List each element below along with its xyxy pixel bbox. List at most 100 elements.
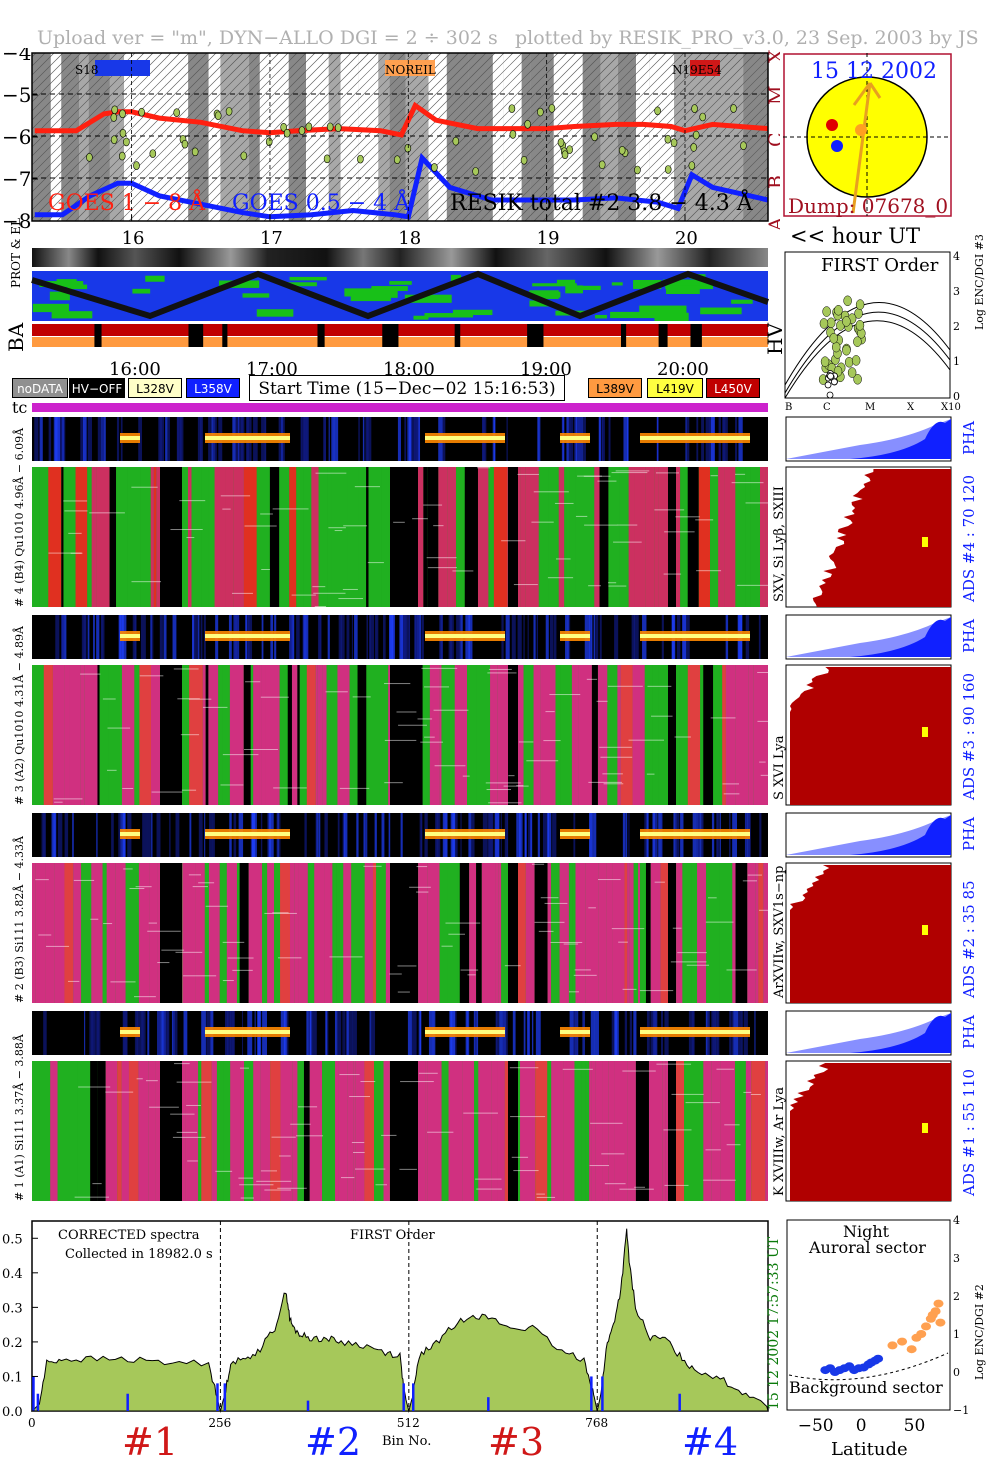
goes-short-series [34, 152, 769, 220]
ba-strip-top [32, 324, 768, 336]
goes-panel: −4 −5 −6 −7 −8 GOES 1 − 8 Å GOES 0.5 − 4 Å R… [0, 48, 780, 248]
channel-1-pha-label: # 4 (B4) Qu1010 4.96Å − 6.09Å [12, 427, 26, 607]
legend-l328v[interactable]: L328V [128, 378, 182, 398]
goes-ytick-2: −6 [2, 125, 31, 149]
legend-l389v[interactable]: L389V [588, 378, 642, 398]
ba-strip-bottom [32, 337, 768, 347]
goes-legend-resik: RESIK total #2 3.8 − 4.3 Å [450, 188, 754, 216]
status-time-tick-1: 17:00 [246, 359, 298, 380]
start-time-box[interactable]: Start Time (15−Dec−02 15:16:53) [249, 375, 565, 401]
fo-ytick-3: 1 [953, 355, 960, 368]
channel-4-pha-label: # 1 (A1) Si111 3.37Å − 3.88Å [12, 1033, 26, 1201]
sun-panel: 15 12 2002 Dump: 07678_0 [783, 53, 952, 218]
channel-1-lines: SXV, Si Lyβ, SXIII [772, 486, 787, 602]
channel-label-1: #1 [122, 1420, 178, 1464]
legend-l419v[interactable]: L419V [647, 378, 703, 398]
goes-class-B: B [765, 175, 780, 189]
fo-xtick-4: X10 [941, 402, 961, 413]
channel-2-pha: PHA [960, 619, 978, 653]
sector-point [906, 1345, 917, 1354]
fo-xtick-0: B [785, 402, 792, 413]
goes-ytick-3: −7 [2, 167, 31, 191]
tc-strip [32, 403, 768, 412]
hv-label: HV [763, 323, 787, 355]
header-upload-info: Upload ver = "m", DYN−ALLO DGI = 2 ÷ 302… [37, 27, 498, 49]
fo-xtick-3: X [907, 402, 915, 413]
goes-class-C: C [765, 132, 780, 147]
legend-l358v[interactable]: L358V [186, 378, 240, 398]
sector-night: Night [843, 1222, 890, 1241]
goes-legend-short: GOES 0.5 − 4 Å [232, 188, 411, 216]
spec-ytick-5: 0.0 [2, 1405, 23, 1420]
first-order-title: FIRST Order [821, 255, 939, 276]
channel-3-lines: ArXVIIw, SXV1s−np [772, 866, 787, 999]
channel-4-ads: ADS #1 : 55 110 [960, 1069, 978, 1197]
spectrum-collected: Collected in 18982.0 s [65, 1247, 213, 1262]
first-order-panel: FIRST Order 4 3 2 1 0 B C M X X10 [784, 250, 961, 413]
spectrum-corrected: CORRECTED spectra [58, 1228, 200, 1243]
channel-4: # 1 (A1) Si111 3.37Å − 3.88Å K XVIIIw, Ar… [12, 1010, 978, 1202]
sun-date: 15 12 2002 [811, 59, 937, 84]
tc-label: tc [12, 398, 28, 417]
spectrum-area [30, 1228, 769, 1413]
sector-ytick-4: 0 [953, 1366, 960, 1379]
sector-point [916, 1330, 927, 1338]
goes-xtick-4: 20 [675, 228, 698, 248]
sun-region-orange [855, 124, 867, 136]
goes-ytick-4: −8 [2, 209, 31, 233]
spectrum-xlabel: Bin No. [382, 1434, 431, 1449]
sector-ytick-0: 4 [953, 1215, 960, 1227]
spec-xtick-0: 0 [28, 1416, 36, 1430]
spec-xtick-2: 512 [397, 1416, 420, 1430]
channel-label-4: #4 [682, 1420, 738, 1464]
goes-tag-0: S18 [75, 63, 99, 77]
spec-xtick-1: 256 [208, 1416, 231, 1430]
channel-3-ads: ADS #2 : 35 85 [960, 880, 978, 999]
sector-point [933, 1299, 944, 1308]
channel-2-lines: S XVI Lya [772, 735, 787, 800]
sector-ytick-3: 1 [953, 1328, 960, 1341]
ba-label: BA [4, 322, 28, 352]
spectrum-panel: CORRECTED spectra Collected in 18982.0 s… [2, 1220, 769, 1464]
sector-xtick-0: −50 [798, 1416, 834, 1436]
goes-xtick-1: 17 [260, 228, 283, 248]
sector-point [930, 1307, 941, 1316]
sector-xlabel: Latitude [831, 1439, 908, 1460]
sector-xtick-1: 0 [856, 1416, 867, 1436]
channel-4-pha: PHA [960, 1015, 978, 1049]
hour-ut-label: << hour UT [790, 224, 920, 248]
goes-legend-long: GOES 1 − 8 Å [48, 188, 206, 216]
goes-class-X: X [765, 49, 780, 63]
fo-ytick-4: 0 [953, 390, 960, 403]
goes-ytick-0: −4 [2, 48, 31, 65]
status-strips: 16:00 17:00 18:00 19:00 20:00 [31, 248, 769, 380]
legend-l450v[interactable]: L450V [706, 378, 760, 398]
goes-ytick-1: −5 [2, 83, 31, 107]
channel-2-ads: ADS #3 : 90 160 [960, 673, 978, 801]
sun-region-blue [831, 140, 843, 152]
sector-point [873, 1354, 884, 1363]
sector-xtick-2: 50 [904, 1416, 926, 1436]
status-time-tick-0: 16:00 [109, 359, 161, 380]
spec-ytick-4: 0.1 [2, 1370, 23, 1385]
channel-2-pha-label: # 3 (A2) Qu1010 4.31Å − 4.89Å [12, 625, 26, 805]
sun-region-red [826, 119, 838, 131]
channel-1-pha: PHA [960, 421, 978, 455]
channel-4-lines: K XVIIIw, Ar Lya [772, 1087, 787, 1196]
legend-nodata[interactable]: noDATA [12, 378, 68, 398]
sector-point [897, 1337, 908, 1346]
goes-class-A: A [765, 217, 780, 232]
spectrum-time-range: 15 12 2002 17:57:33 UT [766, 1236, 782, 1410]
channel-1-ads: ADS #4 : 70 120 [960, 475, 978, 603]
goes-class-M: M [765, 86, 780, 105]
legend-row: noDATA HV−OFF L328V L358V Start Time (15… [10, 375, 770, 401]
spec-ytick-0: 0.5 [2, 1232, 23, 1247]
fo-ytick-0: 4 [953, 250, 960, 263]
sector-ytick-1: 3 [953, 1252, 960, 1265]
sector-background: Background sector [789, 1378, 943, 1397]
channel-1: # 4 (B4) Qu1010 4.96Å − 6.09Å SXV, Si Lyβ… [12, 416, 978, 608]
spec-ytick-2: 0.3 [2, 1301, 23, 1316]
goes-tag-2: N19E54 [672, 63, 722, 77]
legend-hv-off[interactable]: HV−OFF [69, 378, 125, 398]
